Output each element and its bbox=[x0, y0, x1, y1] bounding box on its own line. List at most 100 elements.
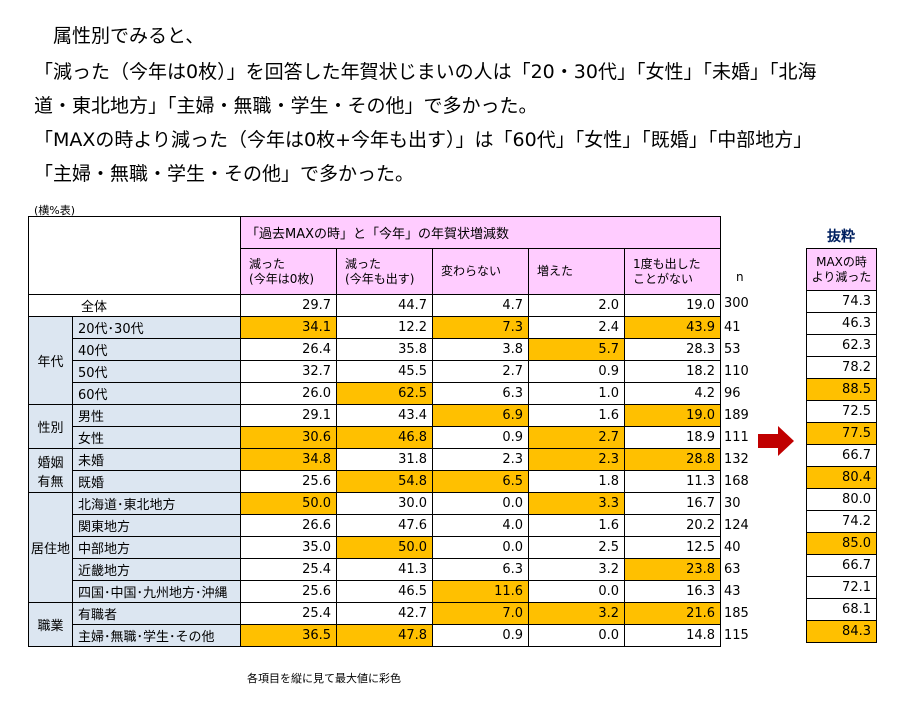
column-header-line-1: 増えた bbox=[537, 264, 574, 278]
extract-value: 78.2 bbox=[806, 356, 877, 379]
row-label: 未婚 bbox=[72, 448, 242, 471]
row-label: 60代 bbox=[72, 382, 242, 405]
cell-value: 42.7 bbox=[336, 602, 434, 625]
cell-value: 30.0 bbox=[336, 492, 434, 515]
extract-value: 72.5 bbox=[806, 400, 877, 423]
extract-value: 77.5 bbox=[806, 422, 877, 445]
cell-value: 25.6 bbox=[240, 470, 338, 493]
column-header-line-1: 1度も出した bbox=[633, 256, 701, 271]
cell-value: 21.6 bbox=[624, 602, 722, 625]
column-header: 減った (今年も出す) bbox=[336, 248, 434, 295]
cell-value: 25.4 bbox=[240, 558, 338, 581]
cell-value: 6.3 bbox=[432, 558, 530, 581]
intro-line-4: 「MAXの時より減った（今年は0枚+今年も出す）」は「60代」「女性」「既婚」「… bbox=[34, 129, 813, 151]
cell-value: 31.8 bbox=[336, 448, 434, 471]
column-header-line-2: (今年は0枚) bbox=[249, 271, 315, 286]
cell-value: 1.8 bbox=[528, 470, 626, 493]
cell-value: 0.0 bbox=[432, 492, 530, 515]
row-label: 女性 bbox=[72, 426, 242, 449]
table-row: 近畿地方 25.4 41.3 6.3 3.2 23.8 bbox=[29, 558, 722, 581]
extract-title: 抜粋 bbox=[827, 229, 855, 245]
row-label: 既婚 bbox=[72, 470, 242, 493]
header-blank-2 bbox=[27, 248, 242, 295]
cell-value: 23.8 bbox=[624, 558, 722, 581]
cell-value: 36.5 bbox=[240, 624, 338, 647]
cell-value: 6.3 bbox=[432, 382, 530, 405]
group-label: 婚姻 有無 bbox=[27, 448, 74, 493]
extract-value: 46.3 bbox=[806, 312, 877, 335]
table-row: 50代 32.7 45.5 2.7 0.9 18.2 bbox=[29, 360, 722, 383]
intro-line-3: 道・東北地方」「主婦・無職・学生・その他」で多かった。 bbox=[34, 95, 538, 117]
table-row: 婚姻 有無 未婚 34.8 31.8 2.3 2.3 28.8 bbox=[27, 448, 722, 493]
extract-value: 68.1 bbox=[806, 598, 877, 621]
cell-value: 46.5 bbox=[336, 580, 434, 603]
row-label: 中部地方 bbox=[72, 536, 242, 559]
cell-value: 3.2 bbox=[528, 558, 626, 581]
cell-value: 11.6 bbox=[432, 580, 530, 603]
cell-value: 14.8 bbox=[624, 624, 722, 647]
extract-value: 62.3 bbox=[806, 334, 877, 357]
row-label: 40代 bbox=[72, 338, 242, 361]
row-label: 男性 bbox=[72, 404, 242, 427]
cell-value: 62.5 bbox=[336, 382, 434, 405]
cell-value: 34.1 bbox=[240, 316, 338, 339]
cell-value: 2.5 bbox=[528, 536, 626, 559]
n-value: 96 bbox=[724, 386, 741, 401]
table-row: 女性 30.6 46.8 0.9 2.7 18.9 bbox=[29, 426, 722, 449]
n-value: 43 bbox=[724, 584, 741, 599]
cell-value: 16.3 bbox=[624, 580, 722, 603]
cross-tab-table: 「過去MAXの時」と「今年」の年賀状増減数 減った (今年は0枚) 減った (今年も出す… bbox=[27, 216, 722, 647]
table-row: 既婚 25.6 54.8 6.5 1.8 11.3 bbox=[29, 470, 722, 493]
cell-value: 0.9 bbox=[432, 426, 530, 449]
extract-header-line-1: MAXの時 bbox=[816, 254, 867, 269]
cell-value: 26.4 bbox=[240, 338, 338, 361]
row-label: 関東地方 bbox=[72, 514, 242, 537]
cell-value: 43.4 bbox=[336, 404, 434, 427]
cell-value: 2.7 bbox=[528, 426, 626, 449]
column-header-line-1: 変わらない bbox=[441, 264, 502, 278]
cell-value: 4.7 bbox=[432, 294, 530, 317]
n-value: 40 bbox=[724, 540, 741, 555]
right-arrow-icon bbox=[758, 426, 794, 460]
cell-value: 3.2 bbox=[528, 602, 626, 625]
cell-value: 46.8 bbox=[336, 426, 434, 449]
cell-value: 4.0 bbox=[432, 514, 530, 537]
cell-value: 35.8 bbox=[336, 338, 434, 361]
n-value: 132 bbox=[724, 452, 749, 467]
cell-value: 2.0 bbox=[528, 294, 626, 317]
table-row: 職業 有職者 25.4 42.7 7.0 3.2 21.6 bbox=[27, 602, 722, 647]
table-row: 中部地方 35.0 50.0 0.0 2.5 12.5 bbox=[29, 536, 722, 559]
group-label-line: 婚姻 bbox=[37, 455, 64, 471]
cell-value: 34.8 bbox=[240, 448, 338, 471]
intro-line-2: 「減った（今年は0枚）」を回答した年賀状じまいの人は「20・30代」「女性」「未… bbox=[34, 61, 817, 83]
row-label: 50代 bbox=[72, 360, 242, 383]
cell-value: 16.7 bbox=[624, 492, 722, 515]
cell-value: 32.7 bbox=[240, 360, 338, 383]
column-header-line-2: ことがない bbox=[633, 271, 694, 286]
cell-value: 19.0 bbox=[624, 294, 722, 317]
n-value: 41 bbox=[724, 320, 741, 335]
group-label: 年代 bbox=[27, 316, 74, 405]
cell-value: 18.2 bbox=[624, 360, 722, 383]
extract-value: 74.3 bbox=[806, 290, 877, 313]
n-value: 30 bbox=[724, 496, 741, 511]
table-row: 60代 26.0 62.5 6.3 1.0 4.2 bbox=[29, 382, 722, 405]
n-value: 53 bbox=[724, 342, 741, 357]
cell-value: 0.9 bbox=[432, 624, 530, 647]
cell-value: 19.0 bbox=[624, 404, 722, 427]
column-header: 1度も出した ことがない bbox=[624, 248, 722, 295]
table-row: 主婦･無職･学生･その他 36.5 47.8 0.9 0.0 14.8 bbox=[29, 624, 722, 647]
extract-value: 74.2 bbox=[806, 510, 877, 533]
row-label: 20代･30代 bbox=[72, 316, 242, 339]
extract-value: 85.0 bbox=[806, 532, 877, 555]
table-row: 性別 男性 29.1 43.4 6.9 1.6 19.0 bbox=[27, 404, 722, 449]
bottom-note: 各項目を縦に見て最大値に彩色 bbox=[247, 672, 401, 685]
table-note: (横%表) bbox=[34, 204, 76, 217]
cell-value: 47.8 bbox=[336, 624, 434, 647]
row-label: 近畿地方 bbox=[72, 558, 242, 581]
cell-value: 3.8 bbox=[432, 338, 530, 361]
cell-value: 7.3 bbox=[432, 316, 530, 339]
cell-value: 2.4 bbox=[528, 316, 626, 339]
column-header: 増えた bbox=[528, 248, 626, 295]
column-header-line-1: 減った bbox=[345, 256, 382, 271]
